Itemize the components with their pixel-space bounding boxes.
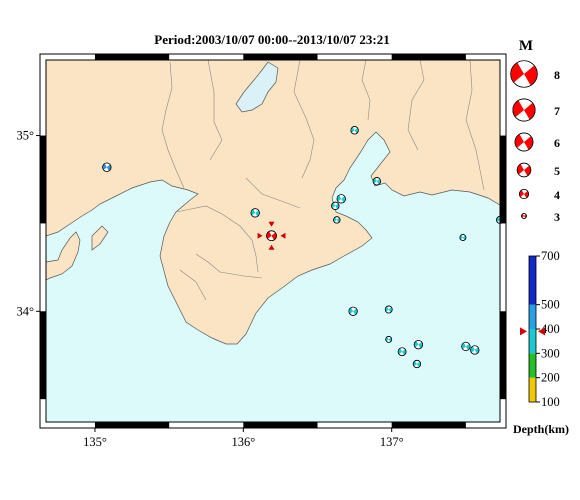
map-title: Period:2003/10/07 00:00--2013/10/07 23:2… [154,32,389,47]
event-beachball[interactable] [470,345,480,355]
frame-segment [500,311,506,400]
depth-band [529,304,536,329]
event-beachball[interactable] [412,359,422,369]
awaji-island [91,225,109,251]
event-beachball[interactable] [350,126,359,135]
latitude-axis: 35° 34° [17,129,40,318]
frame-segment [94,422,170,428]
frame-segment [391,54,466,60]
map-panel [46,60,500,422]
frame-segment [40,135,46,224]
event-beachball[interactable] [459,234,467,241]
longitude-tick-label: 137° [380,435,404,449]
magnitude-legend-item: 4 [518,188,560,202]
depth-axis-label: Depth(km) [513,422,569,436]
depth-tick-label: 700 [541,249,560,263]
magnitude-legend-label: 3 [554,210,560,224]
longitude-axis: 135° 136° 137° [83,428,404,449]
depth-band [529,377,536,402]
depth-tick-label: 100 [541,395,560,409]
magnitude-legend-item: 8 [510,60,560,88]
event-beachball[interactable] [336,194,346,204]
depth-band [529,353,536,378]
selected-event-arrow [257,232,263,239]
depth-tick-label: 400 [541,322,560,336]
selected-event-beachball[interactable] [266,230,277,242]
depth-colorbar: 700 500 400 300 200 100 Depth(km) [513,249,569,436]
lake-biwa [235,61,279,113]
frame-segment [40,311,46,400]
frame-segment [243,54,318,60]
event-beachball[interactable] [384,305,393,314]
map-frame [39,53,507,429]
event-layer [102,126,504,369]
prefecture-boundaries [161,60,485,301]
depth-marker-arrow [538,327,545,336]
latitude-tick-label: 35° [17,129,35,143]
frame-segment [500,135,506,224]
event-beachball[interactable] [461,341,471,352]
magnitude-legend-label: 7 [554,104,560,118]
selected-event-arrow [280,232,286,239]
depth-tick-label: 500 [541,298,560,312]
depth-tick-label: 300 [541,346,560,360]
event-beachball[interactable] [331,201,340,210]
magnitude-legend-title: M [519,38,533,54]
event-beachball[interactable] [250,208,260,218]
event-beachball[interactable] [348,306,358,316]
magnitude-legend-item: 3 [521,210,560,224]
magnitude-legend-item: 6 [514,132,560,152]
event-beachball[interactable] [385,336,393,343]
frame-segment [243,422,318,428]
event-beachball[interactable] [413,340,423,350]
event-beachball[interactable] [372,177,381,186]
selected-event-arrow [268,244,275,250]
selected-event-arrow [268,221,275,227]
depth-band [529,256,536,305]
longitude-tick-label: 136° [231,435,255,449]
magnitude-legend: M 8 7 6 5 4 3 [510,38,560,224]
event-beachball[interactable] [333,216,341,224]
depth-tick-label: 200 [541,371,560,385]
frame-segment [94,54,170,60]
event-beachball[interactable] [102,162,112,172]
honshu-landmass [46,60,500,345]
magnitude-legend-item: 7 [512,98,560,122]
latitude-tick-label: 34° [17,304,35,318]
event-beachball[interactable] [397,347,407,357]
depth-marker-arrow [520,327,527,336]
magnitude-legend-item: 5 [516,162,560,178]
magnitude-legend-label: 8 [554,68,560,82]
magnitude-legend-label: 6 [554,136,560,150]
magnitude-legend-label: 5 [554,164,560,178]
magnitude-legend-label: 4 [554,188,560,202]
shikoku-landmass [46,231,81,281]
depth-band [529,329,536,354]
frame-segment [391,422,466,428]
selected-event-markers [257,221,286,250]
land-layer [46,60,500,345]
longitude-tick-label: 135° [83,435,107,449]
